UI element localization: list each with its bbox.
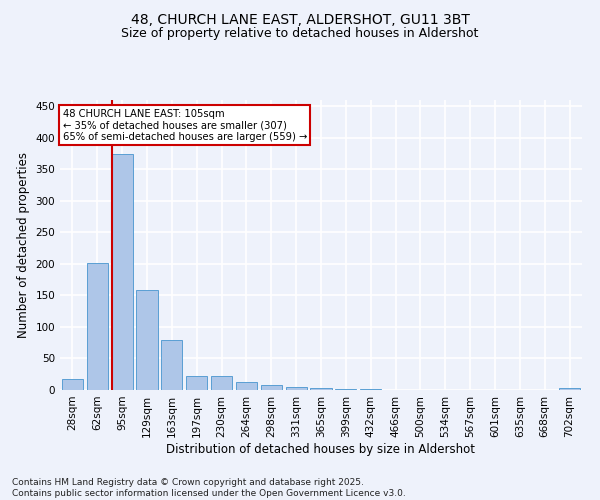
Bar [211, 376, 232, 390]
Text: Contains HM Land Registry data © Crown copyright and database right 2025.
Contai: Contains HM Land Registry data © Crown c… [12, 478, 406, 498]
Text: Size of property relative to detached houses in Aldershot: Size of property relative to detached ho… [121, 28, 479, 40]
Text: 48 CHURCH LANE EAST: 105sqm
← 35% of detached houses are smaller (307)
65% of se: 48 CHURCH LANE EAST: 105sqm ← 35% of det… [62, 108, 307, 142]
Bar [186, 376, 207, 390]
Bar [136, 290, 158, 390]
Bar [310, 388, 332, 390]
X-axis label: Distribution of detached houses by size in Aldershot: Distribution of detached houses by size … [167, 442, 476, 456]
Bar [559, 388, 580, 390]
Bar [87, 262, 108, 390]
Bar [286, 387, 307, 390]
Bar [62, 378, 83, 390]
Bar [360, 388, 381, 390]
Y-axis label: Number of detached properties: Number of detached properties [17, 152, 30, 338]
Bar [236, 382, 257, 390]
Bar [261, 385, 282, 390]
Text: 48, CHURCH LANE EAST, ALDERSHOT, GU11 3BT: 48, CHURCH LANE EAST, ALDERSHOT, GU11 3B… [131, 12, 469, 26]
Bar [112, 154, 133, 390]
Bar [161, 340, 182, 390]
